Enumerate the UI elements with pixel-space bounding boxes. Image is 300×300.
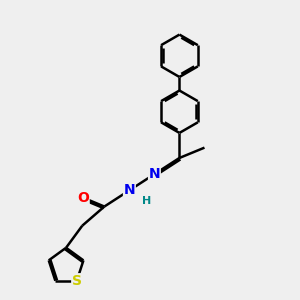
Text: S: S	[72, 274, 82, 288]
Text: N: N	[124, 183, 135, 197]
Text: N: N	[148, 167, 160, 181]
Text: O: O	[77, 191, 89, 205]
Text: H: H	[142, 196, 152, 206]
